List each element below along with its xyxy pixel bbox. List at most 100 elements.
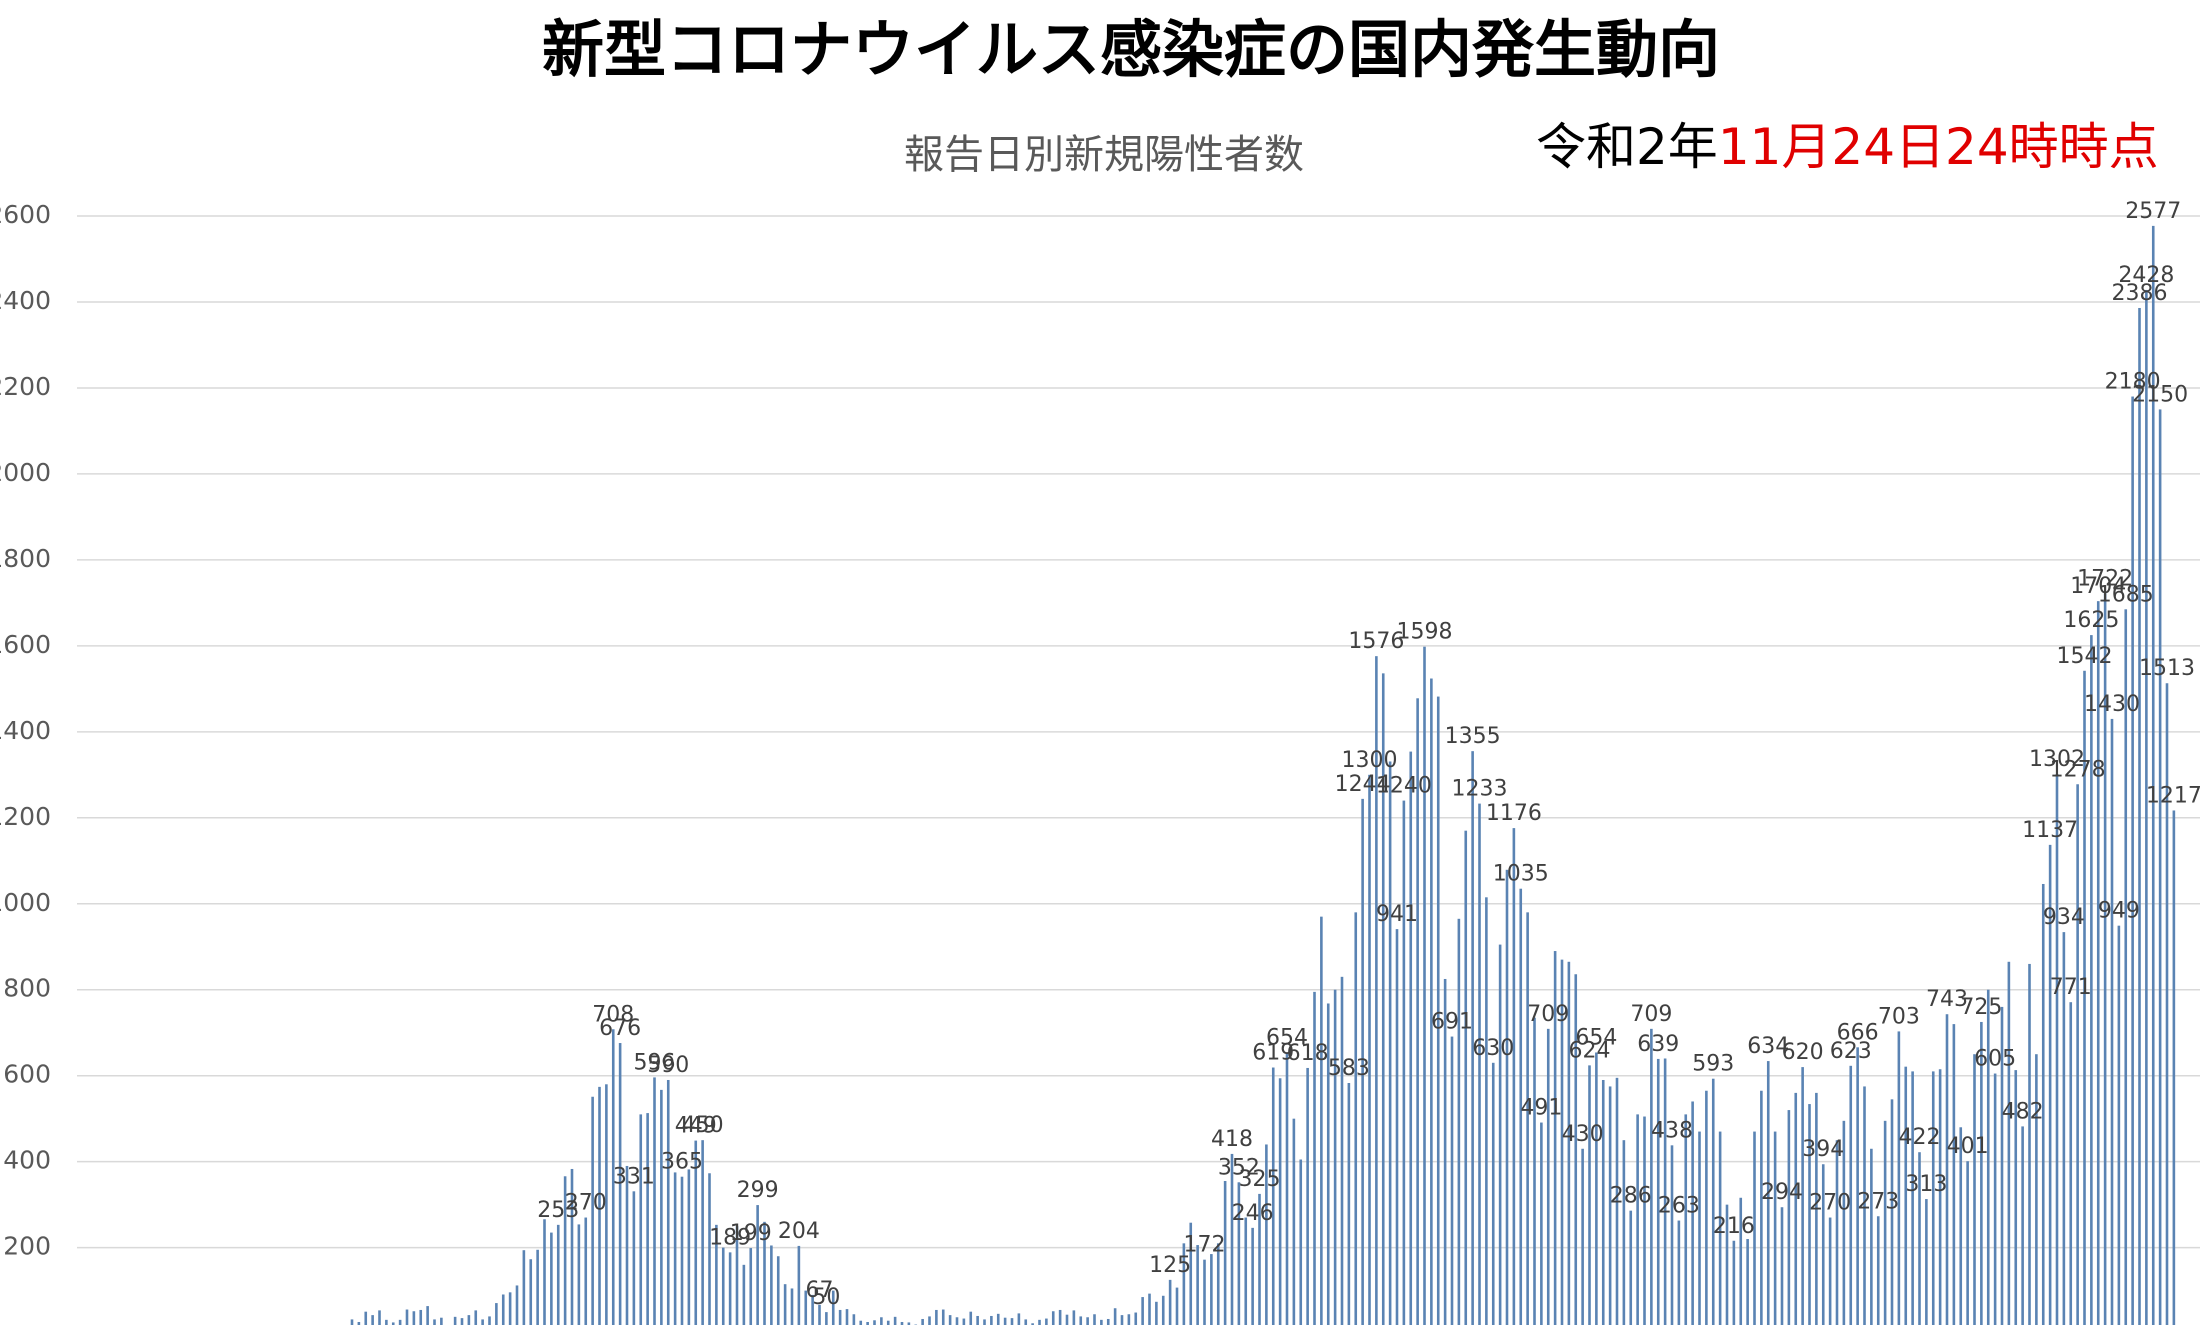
bar [742,1264,746,1325]
bar [591,1096,594,1325]
y-tick-label: 1600 [0,630,51,659]
bar [1760,1090,1763,1325]
bar [2158,409,2162,1325]
bar [1718,1131,1722,1325]
data-label: 270 [1809,1191,1851,1216]
bar [1650,1028,1653,1325]
data-label: 216 [1713,1214,1755,1239]
bar [1842,1120,1846,1325]
bar [866,1321,869,1325]
data-label: 691 [1431,1010,1473,1035]
data-label: 204 [778,1219,820,1244]
bar [1918,1152,1921,1325]
bar [536,1249,539,1325]
bar [2172,810,2176,1325]
bar [1966,1161,1969,1325]
data-label: 709 [1527,1002,1569,1027]
bar [398,1319,402,1325]
bar [1615,1077,1619,1325]
bar [529,1259,533,1325]
data-label: 2180 [2105,370,2161,395]
data-label: 189 [709,1225,751,1250]
bar [1120,1315,1124,1325]
bar [859,1320,863,1325]
bar [385,1319,388,1325]
bar [1086,1317,1089,1325]
bar [391,1322,395,1325]
y-tick-label: 600 [3,1060,51,1089]
bar [1794,1092,1798,1325]
bar [673,1172,677,1325]
bar [1003,1317,1007,1325]
bar [1216,1243,1220,1325]
bar [1505,869,1509,1325]
bar [440,1317,443,1325]
bar [825,1312,828,1325]
data-label: 1704 [2070,574,2126,599]
bar [618,1043,622,1325]
bar [1746,1239,1749,1325]
data-label: 246 [1232,1201,1274,1226]
bar [1980,1021,1983,1325]
bar [873,1320,876,1325]
bar [1526,912,1529,1325]
bar [1677,1220,1681,1325]
data-label: 1217 [2146,783,2200,808]
data-label: 619 [1252,1041,1294,1066]
bar [646,1113,649,1325]
bar [577,1224,581,1325]
bar [1993,1073,1997,1325]
bar [694,1140,698,1325]
bar [1155,1301,1158,1325]
bar [1574,974,1578,1325]
bar [1601,1079,1605,1325]
data-label: 590 [647,1053,689,1078]
data-label: 596 [634,1050,676,1075]
data-label: 2386 [2112,281,2168,306]
data-label: 1685 [2098,582,2154,607]
data-label: 125 [1149,1253,1191,1278]
bar [1285,1052,1289,1325]
data-label: 450 [682,1113,724,1138]
bar [1533,1017,1536,1325]
bar [598,1086,601,1325]
bar [1656,1058,1660,1325]
bar [467,1315,471,1325]
data-label: 583 [1328,1056,1370,1081]
data-label: 623 [1830,1039,1872,1064]
bar [632,1191,636,1325]
bar [660,1089,663,1325]
data-label: 1240 [1376,774,1432,799]
bar [1670,1145,1674,1325]
data-label: 2150 [2132,382,2188,407]
bar [776,1256,780,1325]
bar [1828,1217,1832,1325]
bar [1546,1028,1550,1325]
bar [611,1029,615,1325]
bar [2014,1070,2018,1325]
bar [907,1322,911,1325]
bar [1952,1024,1956,1325]
data-label: 482 [2002,1099,2044,1124]
chart-subtitle: 報告日別新規陽性者数 [904,132,1304,178]
bar [543,1219,546,1325]
bar [1931,1071,1935,1325]
bar [852,1314,856,1325]
date-stamp: 11月24日24時時点 [1718,118,2159,176]
bar [1230,1153,1234,1325]
data-label: 725 [1960,995,2002,1020]
bar [1560,959,1564,1325]
data-label: 1542 [2057,644,2113,669]
bar [488,1316,491,1325]
data-label: 67 [806,1278,834,1303]
bar [1911,1071,1914,1325]
bar [2103,593,2107,1325]
bar [1553,951,1557,1325]
bar [1031,1323,1034,1325]
bar [1773,1131,1777,1325]
bar [1106,1318,1110,1325]
bar [941,1309,945,1325]
data-label: 331 [613,1164,655,1189]
data-label: 401 [1947,1134,1989,1159]
bar [708,1173,711,1325]
